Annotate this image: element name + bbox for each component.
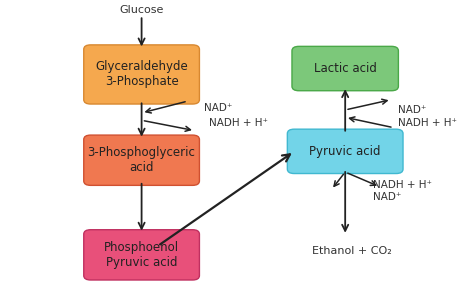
Text: NAD⁺: NAD⁺ [373,192,401,202]
Text: NAD⁺: NAD⁺ [204,104,232,114]
Text: NADH + H⁺: NADH + H⁺ [398,118,457,128]
Text: Pyruvic acid: Pyruvic acid [310,145,381,158]
FancyBboxPatch shape [84,45,200,104]
Text: NADH + H⁺: NADH + H⁺ [209,118,268,128]
Text: Lactic acid: Lactic acid [314,62,377,75]
Text: Glucose: Glucose [119,5,164,15]
Text: NADH + H⁺: NADH + H⁺ [373,180,432,190]
Text: NAD⁺: NAD⁺ [398,105,427,115]
FancyBboxPatch shape [287,129,403,174]
Text: Phosphoenol
Pyruvic acid: Phosphoenol Pyruvic acid [104,241,179,269]
Text: Ethanol + CO₂: Ethanol + CO₂ [312,246,392,256]
Text: 3-Phosphoglyceric
acid: 3-Phosphoglyceric acid [88,146,196,174]
FancyBboxPatch shape [292,47,398,91]
FancyBboxPatch shape [84,230,200,280]
Text: Glyceraldehyde
3-Phosphate: Glyceraldehyde 3-Phosphate [95,60,188,88]
FancyBboxPatch shape [84,135,200,185]
